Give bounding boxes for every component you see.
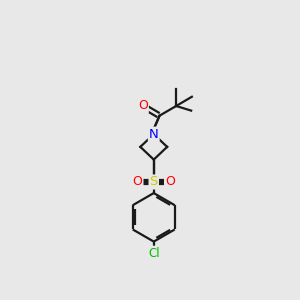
Text: O: O [165, 176, 175, 188]
Text: O: O [138, 100, 148, 112]
Text: N: N [149, 128, 159, 141]
Text: O: O [133, 176, 142, 188]
Text: Cl: Cl [148, 247, 160, 260]
Text: S: S [150, 176, 158, 188]
